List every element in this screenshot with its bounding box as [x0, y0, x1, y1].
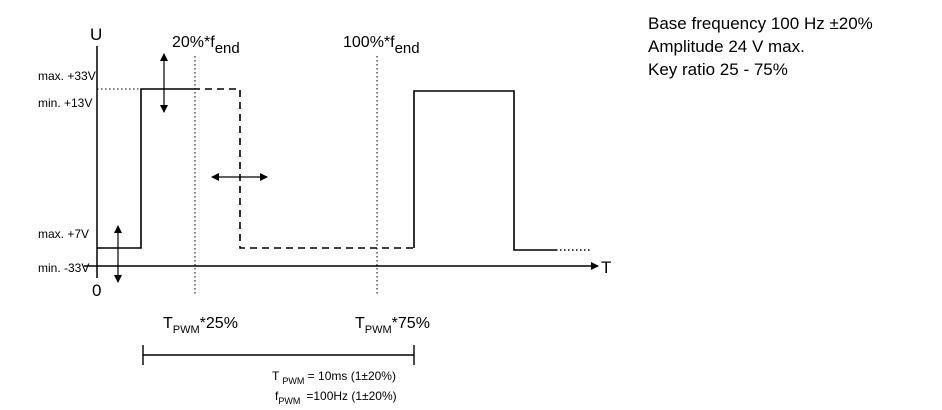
spec-list: Base frequency 100 Hz ±20% Amplitude 24 …	[648, 12, 873, 81]
x-axis-label: T	[601, 258, 611, 277]
spec-amplitude: Amplitude 24 V max.	[648, 37, 805, 56]
marker-t75: TPWM*75%	[355, 315, 430, 336]
marker-f20: 20%*fend	[172, 34, 240, 57]
pwm-signal-solid	[97, 88, 193, 249]
formula-period: T PWM = 10ms (1±20%)	[272, 369, 396, 386]
label-min-low: min. -33V	[38, 261, 89, 275]
pwm-signal-diagram: U T 0 max. +33V min. +13V max. +7V min. …	[38, 25, 611, 406]
label-max-high: max. +33V	[38, 69, 96, 83]
y-axis-label: U	[90, 25, 102, 44]
pwm-signal-second-pulse	[413, 90, 556, 251]
marker-f100: 100%*fend	[343, 34, 420, 57]
origin-label: 0	[92, 281, 101, 300]
pwm-signal-dashed	[193, 88, 414, 249]
spec-base-frequency: Base frequency 100 Hz ±20%	[648, 14, 873, 33]
formula-frequency: fPWM =100Hz (1±20%)	[275, 389, 397, 406]
marker-t25: TPWM*25%	[163, 315, 238, 336]
label-min-high: min. +13V	[38, 96, 92, 110]
spec-key-ratio: Key ratio 25 - 75%	[648, 60, 788, 79]
label-max-low: max. +7V	[38, 227, 89, 241]
